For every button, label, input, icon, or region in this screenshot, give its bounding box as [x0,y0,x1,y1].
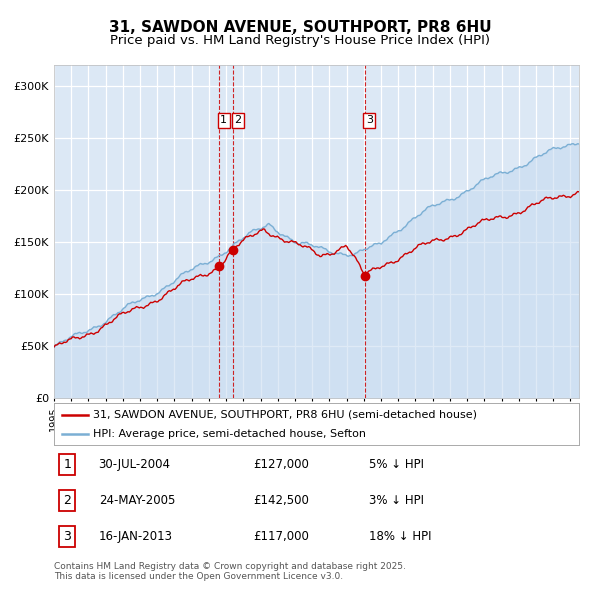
Text: 2: 2 [235,115,242,125]
Text: Price paid vs. HM Land Registry's House Price Index (HPI): Price paid vs. HM Land Registry's House … [110,34,490,47]
Text: 31, SAWDON AVENUE, SOUTHPORT, PR8 6HU: 31, SAWDON AVENUE, SOUTHPORT, PR8 6HU [109,20,491,35]
Text: £127,000: £127,000 [254,458,310,471]
Text: HPI: Average price, semi-detached house, Sefton: HPI: Average price, semi-detached house,… [94,430,367,440]
Text: 3: 3 [63,530,71,543]
Text: 24-MAY-2005: 24-MAY-2005 [98,494,175,507]
Text: 3% ↓ HPI: 3% ↓ HPI [369,494,424,507]
Text: 16-JAN-2013: 16-JAN-2013 [98,530,173,543]
Text: 30-JUL-2004: 30-JUL-2004 [98,458,170,471]
Text: 2: 2 [63,494,71,507]
Text: 5% ↓ HPI: 5% ↓ HPI [369,458,424,471]
Text: This data is licensed under the Open Government Licence v3.0.: This data is licensed under the Open Gov… [54,572,343,581]
Text: £117,000: £117,000 [254,530,310,543]
Text: Contains HM Land Registry data © Crown copyright and database right 2025.: Contains HM Land Registry data © Crown c… [54,562,406,571]
Text: £142,500: £142,500 [254,494,310,507]
Text: 18% ↓ HPI: 18% ↓ HPI [369,530,431,543]
Text: 31, SAWDON AVENUE, SOUTHPORT, PR8 6HU (semi-detached house): 31, SAWDON AVENUE, SOUTHPORT, PR8 6HU (s… [94,410,478,420]
Text: 1: 1 [220,115,227,125]
Text: 3: 3 [366,115,373,125]
Text: 1: 1 [63,458,71,471]
